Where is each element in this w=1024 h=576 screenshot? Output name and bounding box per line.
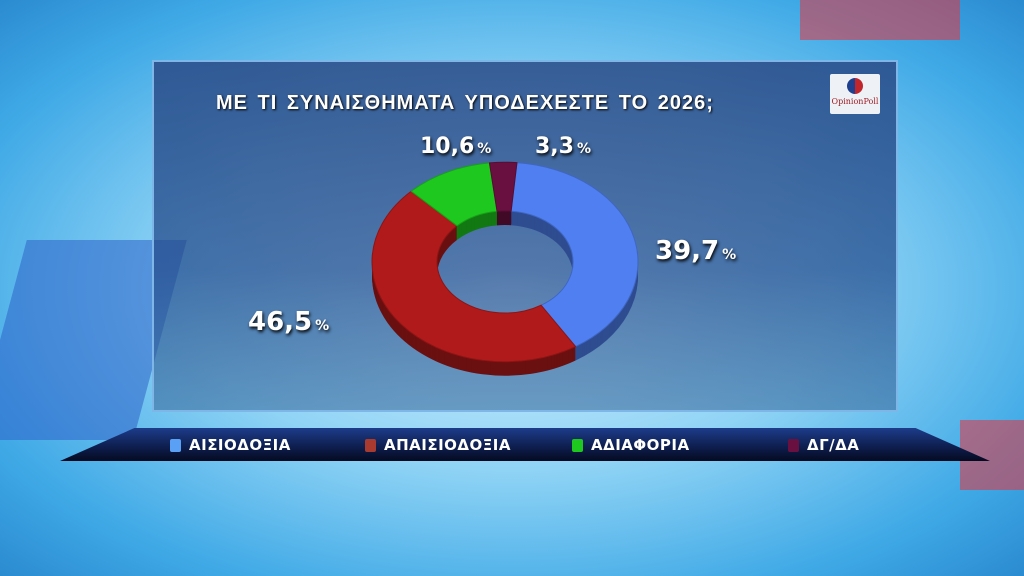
- data-label-apaisiodoxia: 46,5%: [248, 307, 330, 337]
- legend: ΑΙΣΙΟΔΟΞΙΑ ΑΠΑΙΣΙΟΔΟΞΙΑ ΑΔΙΑΦΟΡΙΑ ΔΓ/ΔΑ: [60, 428, 990, 461]
- legend-item-apaisiodoxia: ΑΠΑΙΣΙΟΔΟΞΙΑ: [365, 436, 511, 454]
- logo-text: OpinionPoll: [831, 97, 879, 106]
- slice-ΑΙΣΙΟΔΟΞΙΑ: [510, 162, 639, 348]
- data-label-aisiodoxia: 39,7%: [655, 236, 737, 266]
- slice-ΑΠΑΙΣΙΟΔΟΞΙΑ: [371, 190, 577, 363]
- opinionpoll-logo: OpinionPoll: [830, 74, 880, 114]
- legend-swatch: [572, 438, 583, 452]
- legend-item-dgda: ΔΓ/ΔΑ: [788, 436, 859, 454]
- background-decoration: [800, 0, 960, 40]
- legend-swatch: [170, 438, 181, 452]
- logo-mark: [847, 78, 863, 94]
- legend-swatch: [788, 438, 799, 452]
- slice-ΔΓ/ΔΑ: [488, 161, 518, 212]
- legend-item-aisiodoxia: ΑΙΣΙΟΔΟΞΙΑ: [170, 436, 291, 454]
- legend-swatch: [365, 438, 376, 452]
- chart-title: ΜΕ ΤΙ ΣΥΝΑΙΣΘΗΜΑΤΑ ΥΠΟΔΕΧΕΣΤΕ ΤΟ 2026;: [216, 92, 714, 114]
- data-label-adiaforia: 10,6%: [420, 134, 492, 159]
- data-label-dgda: 3,3%: [535, 134, 592, 159]
- legend-item-adiaforia: ΑΔΙΑΦΟΡΙΑ: [572, 436, 690, 454]
